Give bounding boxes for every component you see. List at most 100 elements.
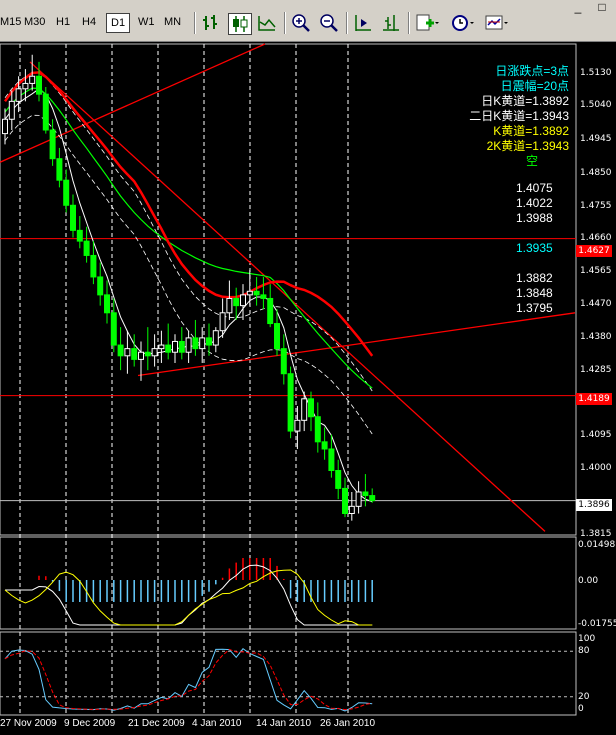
candle-body — [369, 495, 376, 502]
chart-shift-icon[interactable] — [352, 13, 374, 33]
price-chart[interactable] — [0, 42, 616, 735]
info-k-line: K黄道=1.3892 — [493, 124, 569, 138]
ma-green-line — [4, 87, 373, 389]
periods-clock-icon[interactable] — [450, 13, 476, 33]
candle-body — [321, 441, 328, 450]
candle-body — [267, 297, 274, 325]
candle-body — [42, 93, 49, 131]
candle-body — [151, 348, 158, 357]
toolbar-separator — [194, 12, 196, 34]
candle-body — [97, 276, 104, 296]
candle-body — [260, 294, 267, 299]
price-axis-label: 1.5130 — [580, 68, 612, 78]
stoch-axis-bottom: 0 — [578, 704, 584, 714]
info-signal: 空 — [526, 154, 539, 168]
candle-body — [144, 351, 151, 357]
candle-body — [158, 344, 165, 350]
candle-body — [206, 337, 212, 346]
timeframe-m15[interactable]: M15 — [0, 16, 22, 28]
timeframe-mn[interactable]: MN — [164, 16, 182, 28]
candle-body — [348, 505, 355, 514]
macd-panel-frame — [0, 536, 577, 630]
price-axis-label: 1.4850 — [580, 168, 612, 178]
candle-body — [104, 294, 110, 314]
candle-body — [246, 290, 253, 296]
candle-body — [83, 240, 90, 256]
auto-scroll-icon[interactable] — [380, 13, 402, 33]
candle-body — [172, 340, 178, 353]
candle-body — [90, 254, 97, 278]
ma-red-thick-line — [3, 71, 374, 357]
level-lower-3: 1.3795 — [516, 301, 553, 315]
stoch-panel-frame — [0, 631, 577, 716]
candle-body — [138, 351, 144, 360]
timeframe-w1[interactable]: W1 — [138, 16, 155, 28]
current-price-tag: 1.3896 — [576, 499, 612, 511]
trendline-up-top — [0, 43, 266, 163]
level-mid: 1.3935 — [516, 241, 553, 255]
macd-axis-mid: 0.00 — [578, 576, 599, 586]
candle-body — [199, 337, 206, 350]
line-chart-icon[interactable] — [256, 13, 278, 33]
candle-body — [63, 179, 70, 206]
candle-body — [56, 158, 63, 181]
candle-body — [355, 491, 362, 507]
candle-body — [301, 398, 308, 421]
candle-body — [131, 348, 138, 360]
date-axis-label: 9 Dec 2009 — [64, 718, 116, 729]
timeframe-m30[interactable]: M30 — [24, 16, 46, 28]
price-axis-label: 1.4095 — [580, 430, 612, 440]
macd-signal-line — [4, 569, 373, 626]
candle-body — [240, 294, 246, 307]
timeframe-h4[interactable]: H4 — [82, 16, 97, 28]
timeframe-h1[interactable]: H1 — [56, 16, 71, 28]
zoom-out-icon[interactable] — [318, 13, 340, 33]
zoom-in-icon[interactable] — [290, 13, 312, 33]
trendline-channel — [137, 312, 576, 377]
hline-upper-price-tag: 1.4627 — [576, 245, 612, 257]
price-axis-label: 1.4000 — [580, 463, 612, 473]
stoch-axis-80: 80 — [578, 646, 590, 656]
candle-body — [8, 100, 15, 120]
candle-body — [328, 448, 335, 471]
candle-body — [314, 416, 321, 443]
price-axis-label: 1.4470 — [580, 299, 612, 309]
bollinger-upper-line — [4, 71, 373, 392]
candle-body — [308, 398, 314, 418]
level-lower-1: 1.3882 — [516, 271, 553, 285]
price-axis-label: 1.4945 — [580, 134, 612, 144]
candle-body — [110, 312, 117, 346]
toolbar-separator — [408, 12, 410, 34]
timeframe-d1[interactable]: D1 — [106, 13, 131, 33]
info-two-day-k-line: 二日K黄道=1.3943 — [469, 109, 569, 123]
candle-body — [294, 419, 301, 432]
restore-button[interactable]: □ — [598, 0, 606, 14]
date-axis-label: 14 Jan 2010 — [256, 718, 312, 729]
trendline-down — [29, 61, 546, 532]
stoch-d-line — [4, 648, 373, 711]
candlestick-icon[interactable] — [228, 13, 252, 35]
toolbar-separator — [284, 12, 286, 34]
price-axis-label: 1.4285 — [580, 365, 612, 375]
candle-body — [76, 229, 83, 242]
candle-body — [124, 348, 131, 357]
indicators-icon[interactable] — [414, 13, 440, 33]
macd-axis-bottom: -0.01755 — [578, 619, 616, 629]
candle-body — [212, 330, 219, 346]
candle-body — [287, 373, 294, 432]
candle-body — [117, 344, 124, 357]
candle-body — [226, 297, 233, 314]
price-axis-label: 1.5040 — [580, 100, 612, 110]
candle-body — [29, 75, 36, 84]
candle-body — [49, 129, 56, 160]
chart-toolbar: _ □ M15 M30 H1 H4 D1 W1 MN — [0, 0, 616, 42]
candle-body — [185, 337, 192, 353]
bar-chart-icon[interactable] — [200, 13, 222, 33]
candle-body — [22, 82, 29, 90]
candle-body — [2, 118, 8, 135]
minimize-button[interactable]: _ — [574, 0, 582, 14]
candle-body — [70, 204, 76, 231]
candle-body — [233, 297, 240, 307]
templates-icon[interactable] — [484, 13, 510, 33]
toolbar-separator — [346, 12, 348, 34]
